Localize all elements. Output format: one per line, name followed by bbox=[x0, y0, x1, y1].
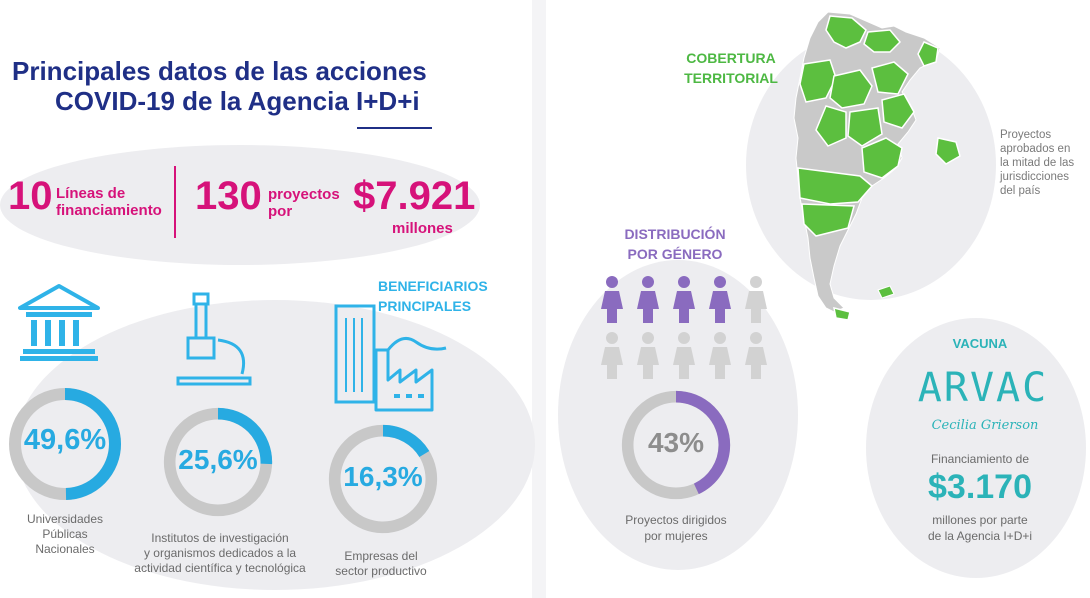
genero-caption: Proyectos dirigidos por mujeres bbox=[606, 512, 746, 544]
monto-label: millones bbox=[392, 220, 453, 237]
beneficiarios-title-2: PRINCIPALES bbox=[378, 298, 472, 314]
genero-title: DISTRIBUCIÓN POR GÉNERO bbox=[620, 224, 730, 264]
lineas-label-1: Líneas de bbox=[56, 185, 126, 202]
vacuna-background bbox=[866, 318, 1086, 578]
genero-caption-1: Proyectos dirigidos bbox=[625, 513, 727, 527]
genero-caption-2: por mujeres bbox=[644, 529, 708, 543]
donut-institutos-value: 25,6% bbox=[178, 444, 258, 475]
university-building-icon bbox=[18, 284, 100, 361]
argentina-map-icon bbox=[793, 11, 961, 321]
beneficiarios-title-1: BENEFICIARIOS bbox=[378, 278, 488, 294]
beneficiarios-title: BENEFICIARIOS PRINCIPALES bbox=[378, 276, 538, 316]
cobertura-caption-2: aprobados en bbox=[1000, 143, 1071, 155]
donut-universidades-value: 49,6% bbox=[23, 424, 107, 456]
cobertura-caption: Proyectos aprobados en la mitad de las j… bbox=[1000, 128, 1090, 198]
cobertura-title: COBERTURA TERRITORIAL bbox=[676, 48, 786, 88]
person-figure-icon bbox=[601, 276, 623, 323]
caption-institutos-3: actividad científica y tecnológica bbox=[134, 561, 306, 575]
lineas-label: Líneas de financiamiento bbox=[56, 185, 171, 219]
beneficiarios-background bbox=[15, 300, 535, 590]
caption-universidades-1: Universidades bbox=[26, 512, 104, 526]
donut-empresas bbox=[328, 424, 438, 534]
donut-mujeres bbox=[621, 390, 731, 500]
financiamiento-amount: $3.170 bbox=[928, 468, 1032, 506]
caption-institutos-2: y organismos dedicados a la bbox=[143, 546, 297, 560]
donut-empresas-arc bbox=[328, 424, 438, 534]
proyectos-label: proyectos por bbox=[268, 186, 348, 220]
genero-title-2: POR GÉNERO bbox=[627, 246, 723, 262]
cobertura-caption-3: la mitad de las bbox=[1000, 157, 1075, 169]
donut-institutos bbox=[163, 407, 273, 517]
proyectos-label-1: proyectos bbox=[268, 186, 340, 203]
panel-divider bbox=[532, 0, 546, 598]
person-figure-icon bbox=[745, 276, 767, 323]
donut-universidades-arc bbox=[9, 388, 121, 500]
person-figure-icon bbox=[673, 332, 695, 379]
arvac-logo: ARVAC bbox=[917, 365, 1049, 411]
person-figure-icon bbox=[709, 332, 731, 379]
lineas-number: 10 bbox=[8, 174, 53, 218]
caption-universidades-2: Públicas bbox=[42, 527, 88, 541]
financiamiento-caption-2: de la Agencia I+D+i bbox=[927, 529, 1033, 543]
title-line-2: COVID-19 de la Agencia I+D+i bbox=[55, 86, 420, 116]
cobertura-title-2: TERRITORIAL bbox=[684, 70, 778, 86]
donut-mujeres-arc bbox=[621, 390, 731, 500]
caption-empresas-2: sector productivo bbox=[335, 564, 427, 578]
stats-background bbox=[0, 145, 480, 265]
person-figure-icon bbox=[709, 276, 731, 323]
proyectos-number: 130 bbox=[195, 174, 262, 218]
monto-number: $7.921 bbox=[353, 174, 476, 218]
cobertura-caption-4: jurisdicciones bbox=[1000, 171, 1070, 183]
person-figure-icon bbox=[637, 332, 659, 379]
person-figure-icon bbox=[673, 276, 695, 323]
caption-empresas: Empresas del sector productivo bbox=[326, 549, 436, 579]
cobertura-caption-1: Proyectos bbox=[1000, 129, 1052, 141]
gender-figures-grid bbox=[601, 276, 767, 379]
donut-institutos-arc bbox=[163, 407, 273, 517]
donut-universidades bbox=[9, 388, 121, 500]
lineas-label-2: financiamiento bbox=[56, 202, 162, 219]
caption-universidades-3: Nacionales bbox=[35, 542, 95, 556]
caption-empresas-1: Empresas del bbox=[344, 549, 418, 563]
person-figure-icon bbox=[745, 332, 767, 379]
donut-empresas-value: 16,3% bbox=[343, 461, 423, 492]
title-underline bbox=[357, 127, 432, 129]
financiamiento-caption: millones por parte de la Agencia I+D+i bbox=[910, 512, 1050, 544]
person-figure-icon bbox=[601, 332, 623, 379]
cobertura-title-1: COBERTURA bbox=[686, 50, 776, 66]
donut-mujeres-value: 43% bbox=[647, 427, 705, 458]
caption-institutos: Institutos de investigación y organismos… bbox=[120, 531, 320, 576]
caption-institutos-1: Institutos de investigación bbox=[151, 531, 289, 545]
stats-divider bbox=[174, 166, 176, 238]
factory-icon bbox=[334, 304, 447, 412]
vacuna-title: VACUNA bbox=[952, 336, 1008, 351]
caption-universidades: Universidades Públicas Nacionales bbox=[10, 512, 120, 557]
cobertura-caption-5: del país bbox=[1000, 185, 1041, 197]
genero-title-1: DISTRIBUCIÓN bbox=[624, 226, 726, 242]
financiamiento-caption-1: millones por parte bbox=[932, 513, 1028, 527]
microscope-icon bbox=[176, 292, 252, 386]
person-figure-icon bbox=[637, 276, 659, 323]
title-line-1: Principales datos de las acciones bbox=[12, 56, 427, 86]
page-title: Principales datos de las acciones COVID-… bbox=[12, 56, 442, 116]
proyectos-label-2: por bbox=[268, 203, 293, 220]
signature: Cecilia Grierson bbox=[931, 418, 1039, 433]
financiamiento-label: Financiamiento de bbox=[930, 452, 1030, 466]
